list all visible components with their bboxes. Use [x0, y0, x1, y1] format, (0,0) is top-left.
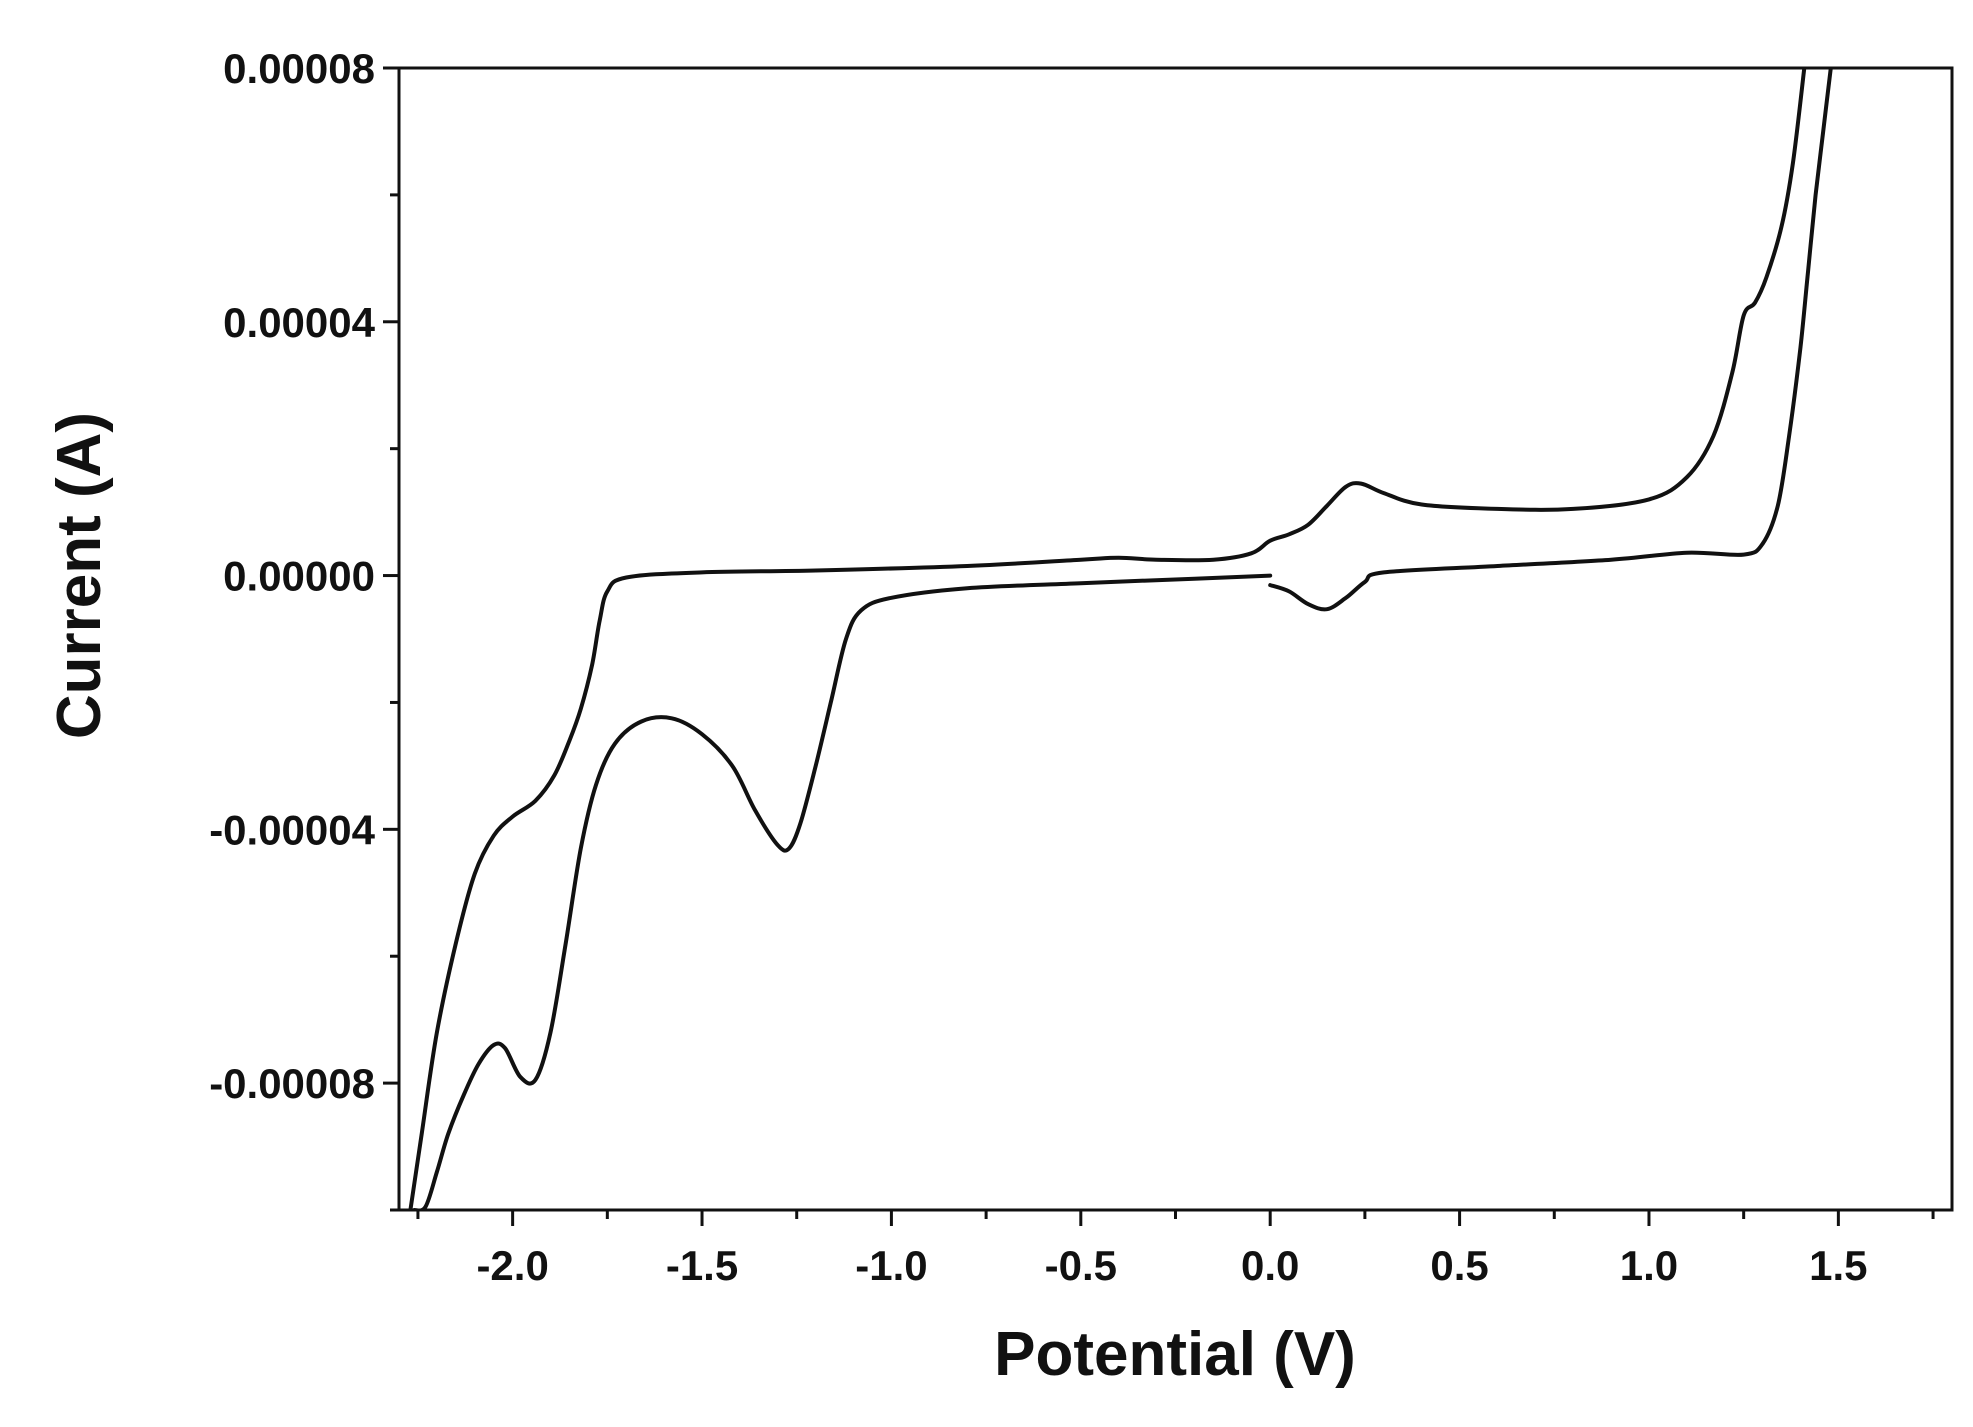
- x-tick-label: -0.5: [1045, 1242, 1117, 1289]
- x-tick-label: 0.0: [1241, 1242, 1299, 1289]
- curve-layer: [408, 68, 1833, 1210]
- x-tick-label: -1.0: [855, 1242, 927, 1289]
- y-axis-title: Current (A): [45, 412, 114, 739]
- axes-layer: -2.0 -1.5 -1.0 -0.5 0.0 0.5 1.0 1.5 0.00008 0.000…: [209, 45, 1954, 1289]
- y-tick-label: -0.00008: [209, 1060, 375, 1107]
- x-tick-label: 1.0: [1620, 1242, 1678, 1289]
- plot-frame: [397, 66, 1954, 1212]
- x-tick-label: -1.5: [666, 1242, 738, 1289]
- x-tick-label: 0.5: [1430, 1242, 1488, 1289]
- x-tick-label: -2.0: [476, 1242, 548, 1289]
- cv-curve-segment-2: [408, 68, 1807, 1210]
- cv-curve-segment-3: [1268, 68, 1833, 612]
- y-tick-label: 0.00000: [223, 553, 375, 600]
- y-tick-label: -0.00004: [209, 806, 375, 853]
- y-tick-label: 0.00004: [223, 299, 375, 346]
- cv-curve-segment-1: [412, 573, 1273, 1210]
- y-tick-label: 0.00008: [223, 45, 375, 92]
- x-axis-title: Potential (V): [994, 1320, 1356, 1389]
- x-tick-label: 1.5: [1809, 1242, 1867, 1289]
